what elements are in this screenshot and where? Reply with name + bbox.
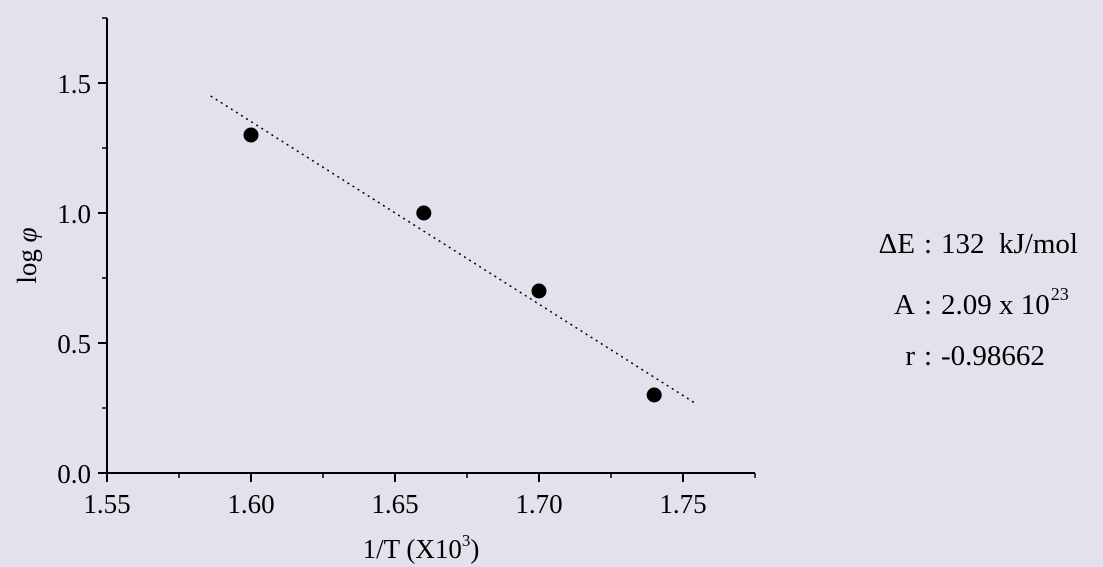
y-tick-label: 0.5 [57, 329, 91, 359]
x-tick-label: 1.60 [227, 489, 274, 519]
axes [98, 17, 756, 482]
fit-line-group [210, 95, 695, 404]
data-point [531, 283, 547, 299]
x-tick-label: 1.75 [659, 489, 706, 519]
y-tick-label: 1.5 [57, 69, 91, 99]
stat-row-preexponential: A:2.09 x 1023 [815, 284, 1069, 322]
data-point [243, 127, 259, 143]
x-axis-label: 1/T (X103) [363, 531, 480, 564]
stat-value-text: 2.09 x 10 [941, 289, 1050, 321]
stat-value-exponent: 23 [1050, 284, 1069, 304]
stat-row-activation-energy: ΔE:132 kJ/mol [815, 228, 1078, 261]
y-axis-label: log φ [12, 227, 42, 283]
fit-line [210, 95, 695, 404]
x-axis-label-suffix: ) [470, 534, 479, 564]
stat-key: r [905, 340, 915, 372]
stat-key: ΔE [878, 228, 915, 260]
x-tick-label: 1.65 [371, 489, 418, 519]
data-points [243, 127, 662, 403]
stat-value: 132 kJ/mol [941, 228, 1078, 260]
stat-key: A [894, 289, 915, 321]
x-axis-label-text: 1/T (X10 [363, 534, 462, 564]
y-axis-label-text: log [12, 242, 42, 283]
y-axis-label-symbol: φ [12, 227, 42, 242]
stat-row-correlation: r: -0.98662 [815, 340, 1045, 373]
stat-colon: : [923, 228, 933, 260]
stat-value: -0.98662 [941, 340, 1045, 372]
stat-colon: : [923, 289, 933, 321]
stat-colon: : [923, 340, 933, 372]
x-tick-label: 1.70 [515, 489, 562, 519]
tick-labels: 1.55 1.60 1.65 1.70 1.75 0.0 0.5 1.0 1.5 [57, 69, 706, 519]
x-axis-label-sup: 3 [462, 531, 471, 550]
y-tick-label: 0.0 [57, 459, 91, 489]
stat-value: 2.09 x 1023 [941, 284, 1069, 322]
x-tick-label: 1.55 [83, 489, 130, 519]
data-point [416, 205, 432, 221]
data-point [646, 387, 662, 403]
y-tick-label: 1.0 [57, 199, 91, 229]
